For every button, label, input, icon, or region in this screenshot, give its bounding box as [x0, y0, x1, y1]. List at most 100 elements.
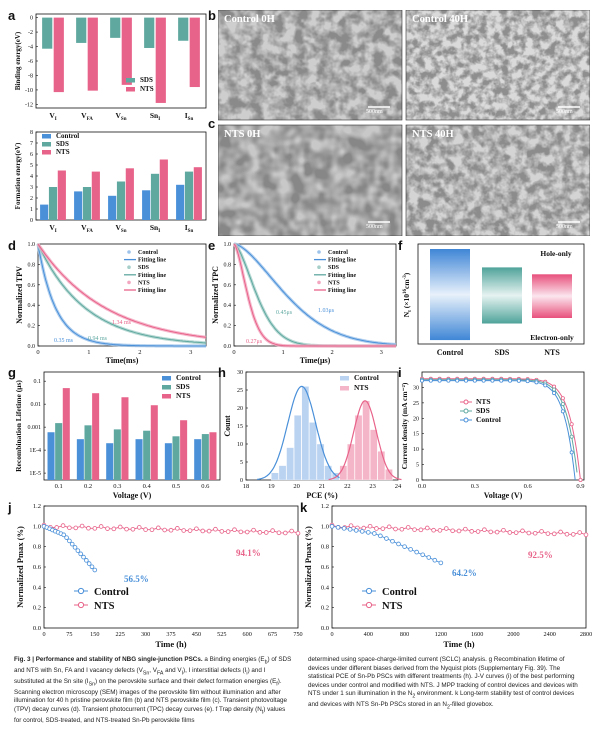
- y-tick-label: 0.1: [34, 379, 42, 385]
- y-tick-label: 0.0: [224, 344, 232, 350]
- legend-entry: NTS: [476, 397, 491, 406]
- stability-marker-nts: [238, 529, 244, 535]
- chart-recombination: 1E-5 1E-4 0.001 0.01 0.1 Recombination Lifeti…: [14, 371, 221, 500]
- legend-entry: SDS: [328, 265, 340, 271]
- x-tick-label: 3: [380, 349, 383, 356]
- y-tick-label: 0.0: [28, 344, 36, 350]
- legend-entry: Control: [138, 250, 158, 256]
- y-axis-label: Normalized Pmax (%): [303, 526, 313, 608]
- legend-entry: SDS: [140, 76, 153, 84]
- legend-entry: Fitting line: [138, 273, 167, 279]
- y-tick-label: 0.4: [224, 303, 232, 309]
- stability-marker-nts: [367, 523, 373, 529]
- sem-nts-0h: [218, 124, 403, 236]
- hist-bar-control: [301, 386, 310, 481]
- bar-nts: [62, 388, 70, 480]
- x-axis-label: Voltage (V): [484, 491, 523, 500]
- legend-swatch: [127, 250, 131, 254]
- jv-marker-nts: [560, 396, 565, 401]
- y-axis-label: Binding energy(eV): [14, 31, 22, 90]
- fit-line-nts: [233, 243, 396, 347]
- y-tick-label: 25: [413, 401, 419, 407]
- x-tick-label: 1600: [471, 631, 483, 638]
- fit-line-control: [37, 243, 206, 347]
- stability-marker-nts: [399, 526, 405, 532]
- x-tick-label: 2000: [507, 631, 519, 638]
- x-tick-label: 21: [319, 483, 326, 490]
- legend-entry: NTS: [176, 391, 191, 400]
- bar-control: [142, 190, 151, 220]
- stability-marker-nts: [545, 531, 551, 536]
- x-tick-label: 750: [293, 631, 302, 638]
- legend-entry: Fitting line: [328, 258, 357, 264]
- x-tick-label: 19: [268, 483, 275, 490]
- stability-marker-control: [414, 549, 419, 555]
- stability-marker-nts: [79, 523, 85, 529]
- bar-sds: [172, 436, 180, 480]
- sem-label-control-0h: Control 0H: [224, 14, 275, 25]
- legend-swatch: [365, 601, 373, 609]
- stability-marker-nts: [213, 526, 218, 532]
- stability-marker-nts: [507, 530, 513, 535]
- chart-formation-energy: 0 1 2 3 4 5 6 7 8 Formation energy(eV) VI VFA VSn SnI…: [14, 130, 207, 234]
- stability-marker-control: [438, 560, 444, 566]
- panel-letter-c: c: [208, 116, 216, 131]
- y-tick-label: 0: [240, 478, 243, 484]
- stability-marker-nts: [219, 529, 225, 534]
- stability-marker-nts: [130, 526, 136, 532]
- y-tick-label: 0.4: [28, 303, 36, 309]
- sem-label-nts-40h: NTS 40H: [412, 129, 454, 140]
- stability-marker-nts: [431, 527, 436, 533]
- legend-swatch: [162, 376, 171, 381]
- x-tick-label: VSn: [116, 111, 127, 122]
- jv-marker-control: [446, 378, 451, 383]
- sem-label-nts-0h: NTS 0H: [224, 129, 261, 140]
- panel-letter-f: f: [398, 238, 403, 253]
- stability-marker-nts: [124, 526, 129, 532]
- x-tick-label: 675: [268, 631, 277, 638]
- plot-frame: [43, 371, 221, 481]
- y-axis-label: Formation energy(eV): [14, 142, 22, 209]
- bar-nts: [532, 274, 572, 318]
- y-tick-label: 3: [30, 185, 33, 191]
- y-tick-label: 0.0: [33, 625, 41, 632]
- stability-marker-nts: [577, 530, 582, 535]
- legend-entry: SDS: [176, 382, 190, 391]
- y-tick-label: 6: [30, 152, 33, 158]
- stability-marker-control: [420, 552, 426, 558]
- chart-mpp: 0.0 0.2 0.4 0.6 0.8 1.0 1.2 0 75 150 225 300 375 450 5…: [15, 503, 303, 649]
- x-tick-label: 0: [232, 349, 235, 356]
- legend-swatch: [463, 408, 469, 414]
- stability-marker-control: [432, 557, 438, 563]
- panel-letter-i: i: [398, 365, 402, 380]
- y-axis-label: Nt (×1016cm-3): [402, 272, 413, 317]
- hist-bar-control: [271, 472, 279, 481]
- x-tick-label: 400: [364, 631, 373, 638]
- legend-swatch: [340, 386, 349, 391]
- stability-marker-nts: [187, 528, 193, 533]
- sem-label-control-40h: Control 40H: [412, 14, 469, 25]
- stability-marker-nts: [583, 532, 589, 538]
- stability-marker-nts: [380, 526, 386, 531]
- y-tick-label: 1E-5: [29, 471, 41, 477]
- stability-marker-nts: [111, 526, 117, 532]
- y-axis-label: Count: [223, 415, 232, 437]
- bar-control: [74, 191, 83, 220]
- y-tick-label: 0.2: [28, 324, 36, 330]
- bar-control: [108, 195, 117, 220]
- y-tick-label: 0: [416, 478, 419, 484]
- stability-marker-nts: [295, 530, 301, 536]
- bar-nts: [92, 393, 100, 480]
- x-axis-label: PCE (%): [306, 491, 338, 500]
- y-tick-label: 5: [416, 463, 419, 469]
- stability-marker-nts: [270, 528, 275, 533]
- x-tick-label: 600: [243, 631, 252, 638]
- stability-marker-nts: [67, 525, 72, 531]
- jv-marker-control: [419, 378, 424, 383]
- jv-marker-control: [525, 379, 530, 384]
- jv-marker-control: [534, 380, 539, 385]
- jv-marker-nts: [569, 422, 574, 427]
- stability-marker-nts: [73, 525, 79, 531]
- panel-letter-e: e: [208, 238, 216, 253]
- x-axis-label: Time (h): [443, 639, 474, 649]
